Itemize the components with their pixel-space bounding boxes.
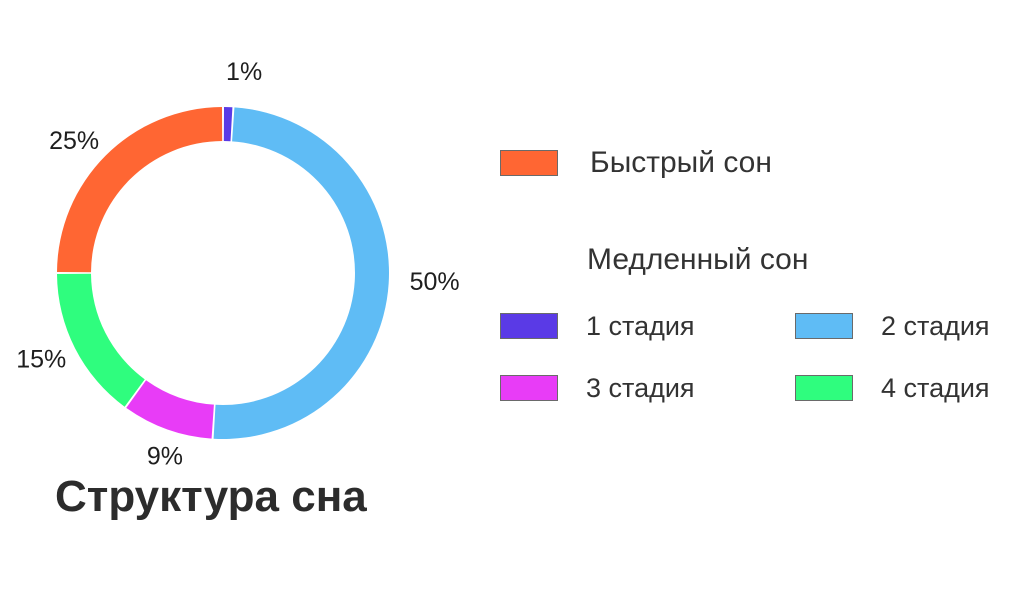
donut-slice xyxy=(57,273,145,407)
slice-value-label: 50% xyxy=(410,268,460,296)
legend-swatch-stage-1 xyxy=(500,313,558,339)
legend-item-stage-2: 2 стадия xyxy=(795,309,990,343)
legend-swatch-stage-3 xyxy=(500,375,558,401)
donut-slice xyxy=(223,107,233,142)
legend-label-stage-2: 2 стадия xyxy=(881,310,990,341)
legend-heading-slow-sleep: Медленный сон xyxy=(587,243,809,276)
donut-slice xyxy=(126,380,214,439)
slice-value-label: 1% xyxy=(226,58,262,86)
donut-slice xyxy=(57,107,223,273)
donut-slice xyxy=(213,107,390,440)
legend-swatch-rem-sleep xyxy=(500,150,558,176)
legend-item-stage-1: 1 стадия xyxy=(500,309,695,343)
legend-item-stage-3: 3 стадия xyxy=(500,371,695,405)
slice-value-label: 9% xyxy=(147,442,183,470)
chart-title: Структура сна xyxy=(55,472,367,521)
slice-value-label: 15% xyxy=(16,346,66,374)
slice-value-label: 25% xyxy=(49,127,99,155)
legend-label-stage-4: 4 стадия xyxy=(881,372,990,403)
legend-label-stage-1: 1 стадия xyxy=(586,310,695,341)
legend-label-stage-3: 3 стадия xyxy=(586,372,695,403)
legend-swatch-stage-2 xyxy=(795,313,853,339)
legend-label-rem-sleep: Быстрый сон xyxy=(590,146,772,179)
legend-item-stage-4: 4 стадия xyxy=(795,371,990,405)
legend-swatch-stage-4 xyxy=(795,375,853,401)
legend-item-rem-sleep: Быстрый сон xyxy=(500,146,772,180)
